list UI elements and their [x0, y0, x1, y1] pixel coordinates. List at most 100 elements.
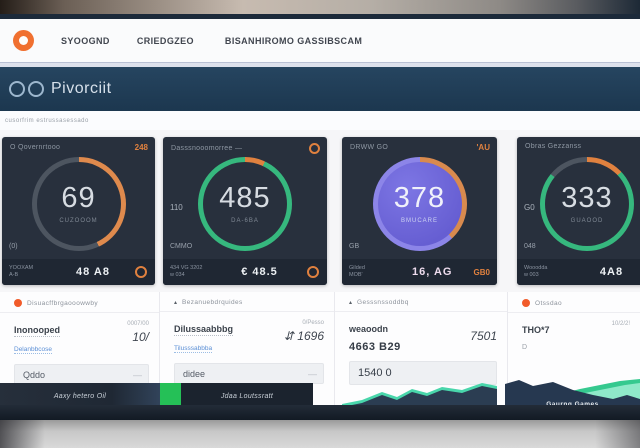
- screen-top-edge: [0, 14, 640, 19]
- nav-item-1[interactable]: SYOOGND: [61, 35, 110, 46]
- dash-icon: —: [133, 369, 142, 380]
- metric-card-2: Dasssnooomorree — 485 DA-6BA 110 CMMO 43…: [163, 137, 327, 285]
- bottom-status-bar: Aaxy hetero Oil Jdaa Loutssratt: [0, 383, 313, 409]
- status-bar-right-segment[interactable]: Jdaa Loutssratt: [181, 383, 313, 409]
- status-dot-icon: [14, 299, 22, 307]
- card1-footer-caption: YOOXAM A-B: [9, 264, 34, 278]
- metric-cards-row: O Qovernrtooo 248 69 CUZOOOM (0) YOOXAM A…: [0, 130, 640, 292]
- panel3-big-value: 4663 B29: [349, 341, 401, 353]
- card1-badge: 248: [134, 143, 148, 152]
- card2-value: 485: [219, 182, 271, 214]
- card4-side-label: G0: [524, 203, 535, 212]
- panel2-link[interactable]: Tilusssabbba: [174, 345, 213, 353]
- nav-item-2[interactable]: CRIEDGZEO: [136, 35, 194, 46]
- panel1-input[interactable]: Qddo —: [14, 364, 149, 385]
- card3-footer: Gilded MOB' 16, AG GB0: [342, 259, 497, 285]
- panel2-value: ⇵ 1696: [283, 329, 324, 343]
- metric-card-3: DRWW GO 'AU 378 BMUCARE GB Gilded MOB' 16…: [342, 137, 497, 285]
- panel2-title: Bezanuebdrquides: [182, 299, 243, 306]
- backdrop-top: [0, 0, 640, 14]
- card3-sublabel: BMUCARE: [400, 218, 438, 224]
- card1-side-label: (0): [9, 243, 18, 250]
- navbar-separator: [0, 62, 640, 68]
- card3-title: DRWW GO: [350, 144, 389, 151]
- card4-value: 333: [561, 182, 613, 214]
- nav-item-3[interactable]: BISAN: [224, 35, 255, 46]
- card3-gauge: 378 BMUCARE: [372, 157, 467, 251]
- panel4-mini-label: D: [522, 344, 528, 351]
- card1-title: O Qovernrtooo: [10, 144, 61, 151]
- card2-side-label: 110: [170, 203, 183, 212]
- top-navbar: SYOOGND CRIEDGZEO BISAN HIROMO GASSIBSCA…: [0, 19, 640, 63]
- panel4-label: THO*7: [522, 325, 550, 335]
- panel-2: ▴ Bezanuebdrquides Dilussaabbbg 0/Pesso …: [159, 292, 334, 420]
- card2-gauge: 485 DA-6BA: [198, 157, 292, 251]
- card4-footer: Wooodda w 003 4A8: [517, 259, 640, 285]
- panel2-meta: 0/Pesso: [302, 320, 324, 326]
- status-bar-green-block: [160, 383, 181, 409]
- card4-gauge: 333 GUAOOD: [540, 157, 634, 251]
- card2-action-icon[interactable]: [307, 266, 319, 278]
- panel1-meta: 0007/00: [127, 321, 149, 327]
- card2-sublabel: DA-6BA: [231, 218, 259, 224]
- card2-side-bottom-label: CMMO: [170, 243, 193, 250]
- card3-value: 378: [393, 182, 446, 214]
- card3-footer-caption: Gilded MOB': [349, 264, 365, 278]
- panel3-label: weaoodn: [349, 324, 389, 334]
- caret-icon: ▴: [349, 300, 353, 306]
- caret-icon: ▴: [174, 300, 178, 306]
- card2-title: Dasssnooomorree —: [171, 145, 243, 152]
- status-bar-right-text: Jdaa Loutssratt: [220, 392, 274, 400]
- panel4-chart-label: Gaurng Games: [505, 401, 640, 408]
- card1-sublabel: CUZOOOM: [59, 218, 98, 224]
- dash-icon: —: [308, 368, 317, 379]
- card2-footer-value: € 48.5: [241, 266, 278, 278]
- subheader-band: cusorfrim estrussasessado: [0, 111, 640, 130]
- card3-side-label: GB: [349, 243, 360, 250]
- card3-footer-value: 16, AG: [412, 266, 453, 278]
- status-bar-left-segment[interactable]: Aaxy hetero Oil: [0, 383, 160, 409]
- panel4-meta: 10/2/2!: [611, 321, 630, 327]
- panel4-title: Otssdao: [535, 299, 563, 307]
- card1-action-icon[interactable]: [135, 266, 147, 278]
- card2-footer: 434 VG 3202 w 034 € 48.5: [163, 259, 327, 285]
- panel3-title: Gesssnssoddbq: [357, 299, 409, 306]
- status-dot-icon: [522, 299, 530, 307]
- card2-footer-caption: 434 VG 3202 w 034: [170, 264, 203, 278]
- breadcrumb: cusorfrim estrussasessado: [5, 117, 89, 124]
- panel3-input[interactable]: 1540 0: [349, 361, 497, 385]
- hero-band: Pivorciit: [0, 67, 640, 111]
- page-title: Pivorciit: [51, 80, 112, 97]
- card1-footer-value: 48 A8: [76, 266, 110, 278]
- panel1-link[interactable]: Delanbbcose: [14, 346, 52, 354]
- card4-side-bottom-label: 048: [524, 243, 536, 250]
- screen-bottom-bezel: [0, 405, 640, 420]
- card3-footer-badge: GB0: [473, 267, 490, 277]
- browser-screen: SYOOGND CRIEDGZEO BISAN HIROMO GASSIBSCA…: [0, 14, 640, 420]
- status-bar-left-text: Aaxy hetero Oil: [53, 392, 107, 400]
- panel1-title: Disuacffbrgaooowwby: [27, 299, 99, 307]
- panel-4: Otssdao THO*7 10/2/2! D: [507, 292, 640, 420]
- card2-status-dot-icon: [309, 143, 320, 154]
- app-logo-icon[interactable]: [13, 30, 34, 51]
- card1-footer: YOOXAM A-B 48 A8: [2, 259, 155, 285]
- card1-gauge: 69 CUZOOOM: [31, 157, 126, 251]
- panel3-value: 7501: [470, 329, 497, 343]
- nav-item-4[interactable]: HIROMO GASSIBSCAM: [254, 35, 363, 46]
- card1-value: 69: [61, 182, 96, 214]
- card3-badge: 'AU: [476, 143, 490, 152]
- metric-card-4: Obras Gezzanss 333 GUAOOD G0 048 Wooodda…: [517, 137, 640, 285]
- panel2-label[interactable]: Dilussaabbbg: [174, 324, 234, 336]
- card4-sublabel: GUAOOD: [570, 218, 604, 224]
- panel1-label[interactable]: Inonooped: [14, 325, 60, 337]
- panel2-input[interactable]: didee —: [174, 363, 324, 384]
- panel-1: Disuacffbrgaooowwby Inonooped 0007/00 10…: [0, 292, 159, 420]
- panel3-area-chart: [342, 383, 497, 409]
- panel1-value: 10/: [132, 330, 149, 344]
- card4-footer-caption: Wooodda w 003: [524, 264, 548, 278]
- hero-rings-icon: [9, 81, 44, 97]
- backdrop-bottom: [0, 420, 640, 448]
- metric-card-1: O Qovernrtooo 248 69 CUZOOOM (0) YOOXAM A…: [2, 137, 155, 285]
- card4-footer-value: 4A8: [599, 266, 624, 278]
- panel-3: ▴ Gesssnssoddbq weaoodn 7501 4663 B29 15…: [334, 292, 507, 420]
